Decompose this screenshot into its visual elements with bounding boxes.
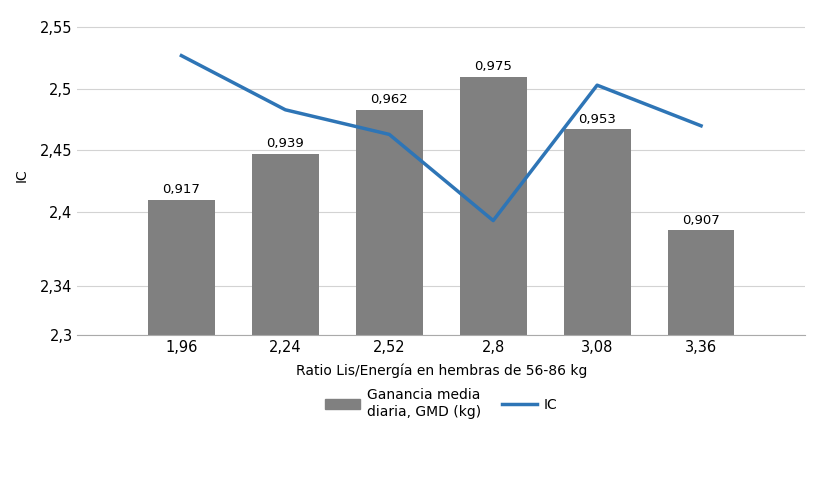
Text: 0,975: 0,975 [473, 60, 512, 73]
Bar [667, 231, 734, 335]
Y-axis label: IC: IC [15, 168, 29, 182]
Text: 0,962: 0,962 [370, 93, 408, 106]
Bar [147, 200, 215, 335]
X-axis label: Ratio Lis/Energía en hembras de 56-86 kg: Ratio Lis/Energía en hembras de 56-86 kg [295, 363, 586, 378]
Bar [563, 129, 630, 335]
Text: 0,939: 0,939 [266, 137, 304, 150]
Text: 0,907: 0,907 [681, 214, 719, 227]
Bar [459, 77, 526, 335]
Text: 0,953: 0,953 [577, 113, 615, 126]
Text: 0,917: 0,917 [162, 183, 200, 196]
Legend: Ganancia media
diaria, GMD (kg), IC: Ganancia media diaria, GMD (kg), IC [319, 383, 562, 424]
Bar [355, 110, 422, 335]
Bar [251, 154, 319, 335]
